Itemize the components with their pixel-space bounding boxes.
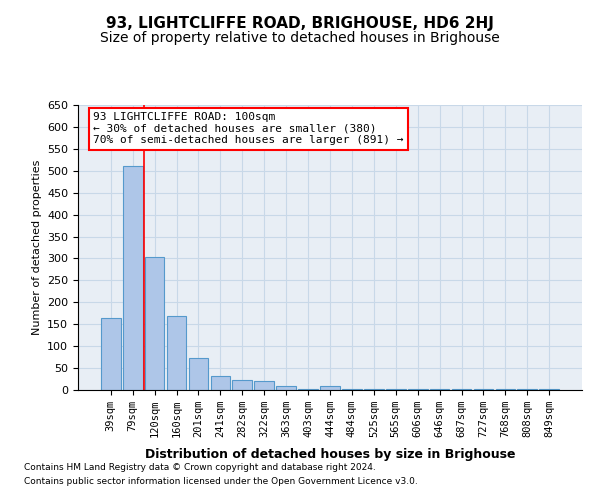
Bar [364,388,384,390]
Bar [188,358,208,390]
Bar [232,380,252,390]
X-axis label: Distribution of detached houses by size in Brighouse: Distribution of detached houses by size … [145,448,515,462]
Text: Size of property relative to detached houses in Brighouse: Size of property relative to detached ho… [100,31,500,45]
Bar [145,257,164,390]
Bar [408,388,428,390]
Bar [517,388,537,390]
Bar [167,316,187,390]
Bar [298,388,318,390]
Bar [123,166,143,390]
Text: 93 LIGHTCLIFFE ROAD: 100sqm
← 30% of detached houses are smaller (380)
70% of se: 93 LIGHTCLIFFE ROAD: 100sqm ← 30% of det… [93,112,404,146]
Bar [539,389,559,390]
Text: Contains HM Land Registry data © Crown copyright and database right 2024.: Contains HM Land Registry data © Crown c… [24,464,376,472]
Bar [452,388,472,390]
Bar [342,388,362,390]
Bar [496,388,515,390]
Bar [276,386,296,390]
Bar [386,388,406,390]
Bar [254,381,274,390]
Text: 93, LIGHTCLIFFE ROAD, BRIGHOUSE, HD6 2HJ: 93, LIGHTCLIFFE ROAD, BRIGHOUSE, HD6 2HJ [106,16,494,31]
Bar [211,376,230,390]
Text: Contains public sector information licensed under the Open Government Licence v3: Contains public sector information licen… [24,477,418,486]
Bar [430,388,449,390]
Bar [320,386,340,390]
Bar [101,318,121,390]
Y-axis label: Number of detached properties: Number of detached properties [32,160,41,335]
Bar [473,388,493,390]
